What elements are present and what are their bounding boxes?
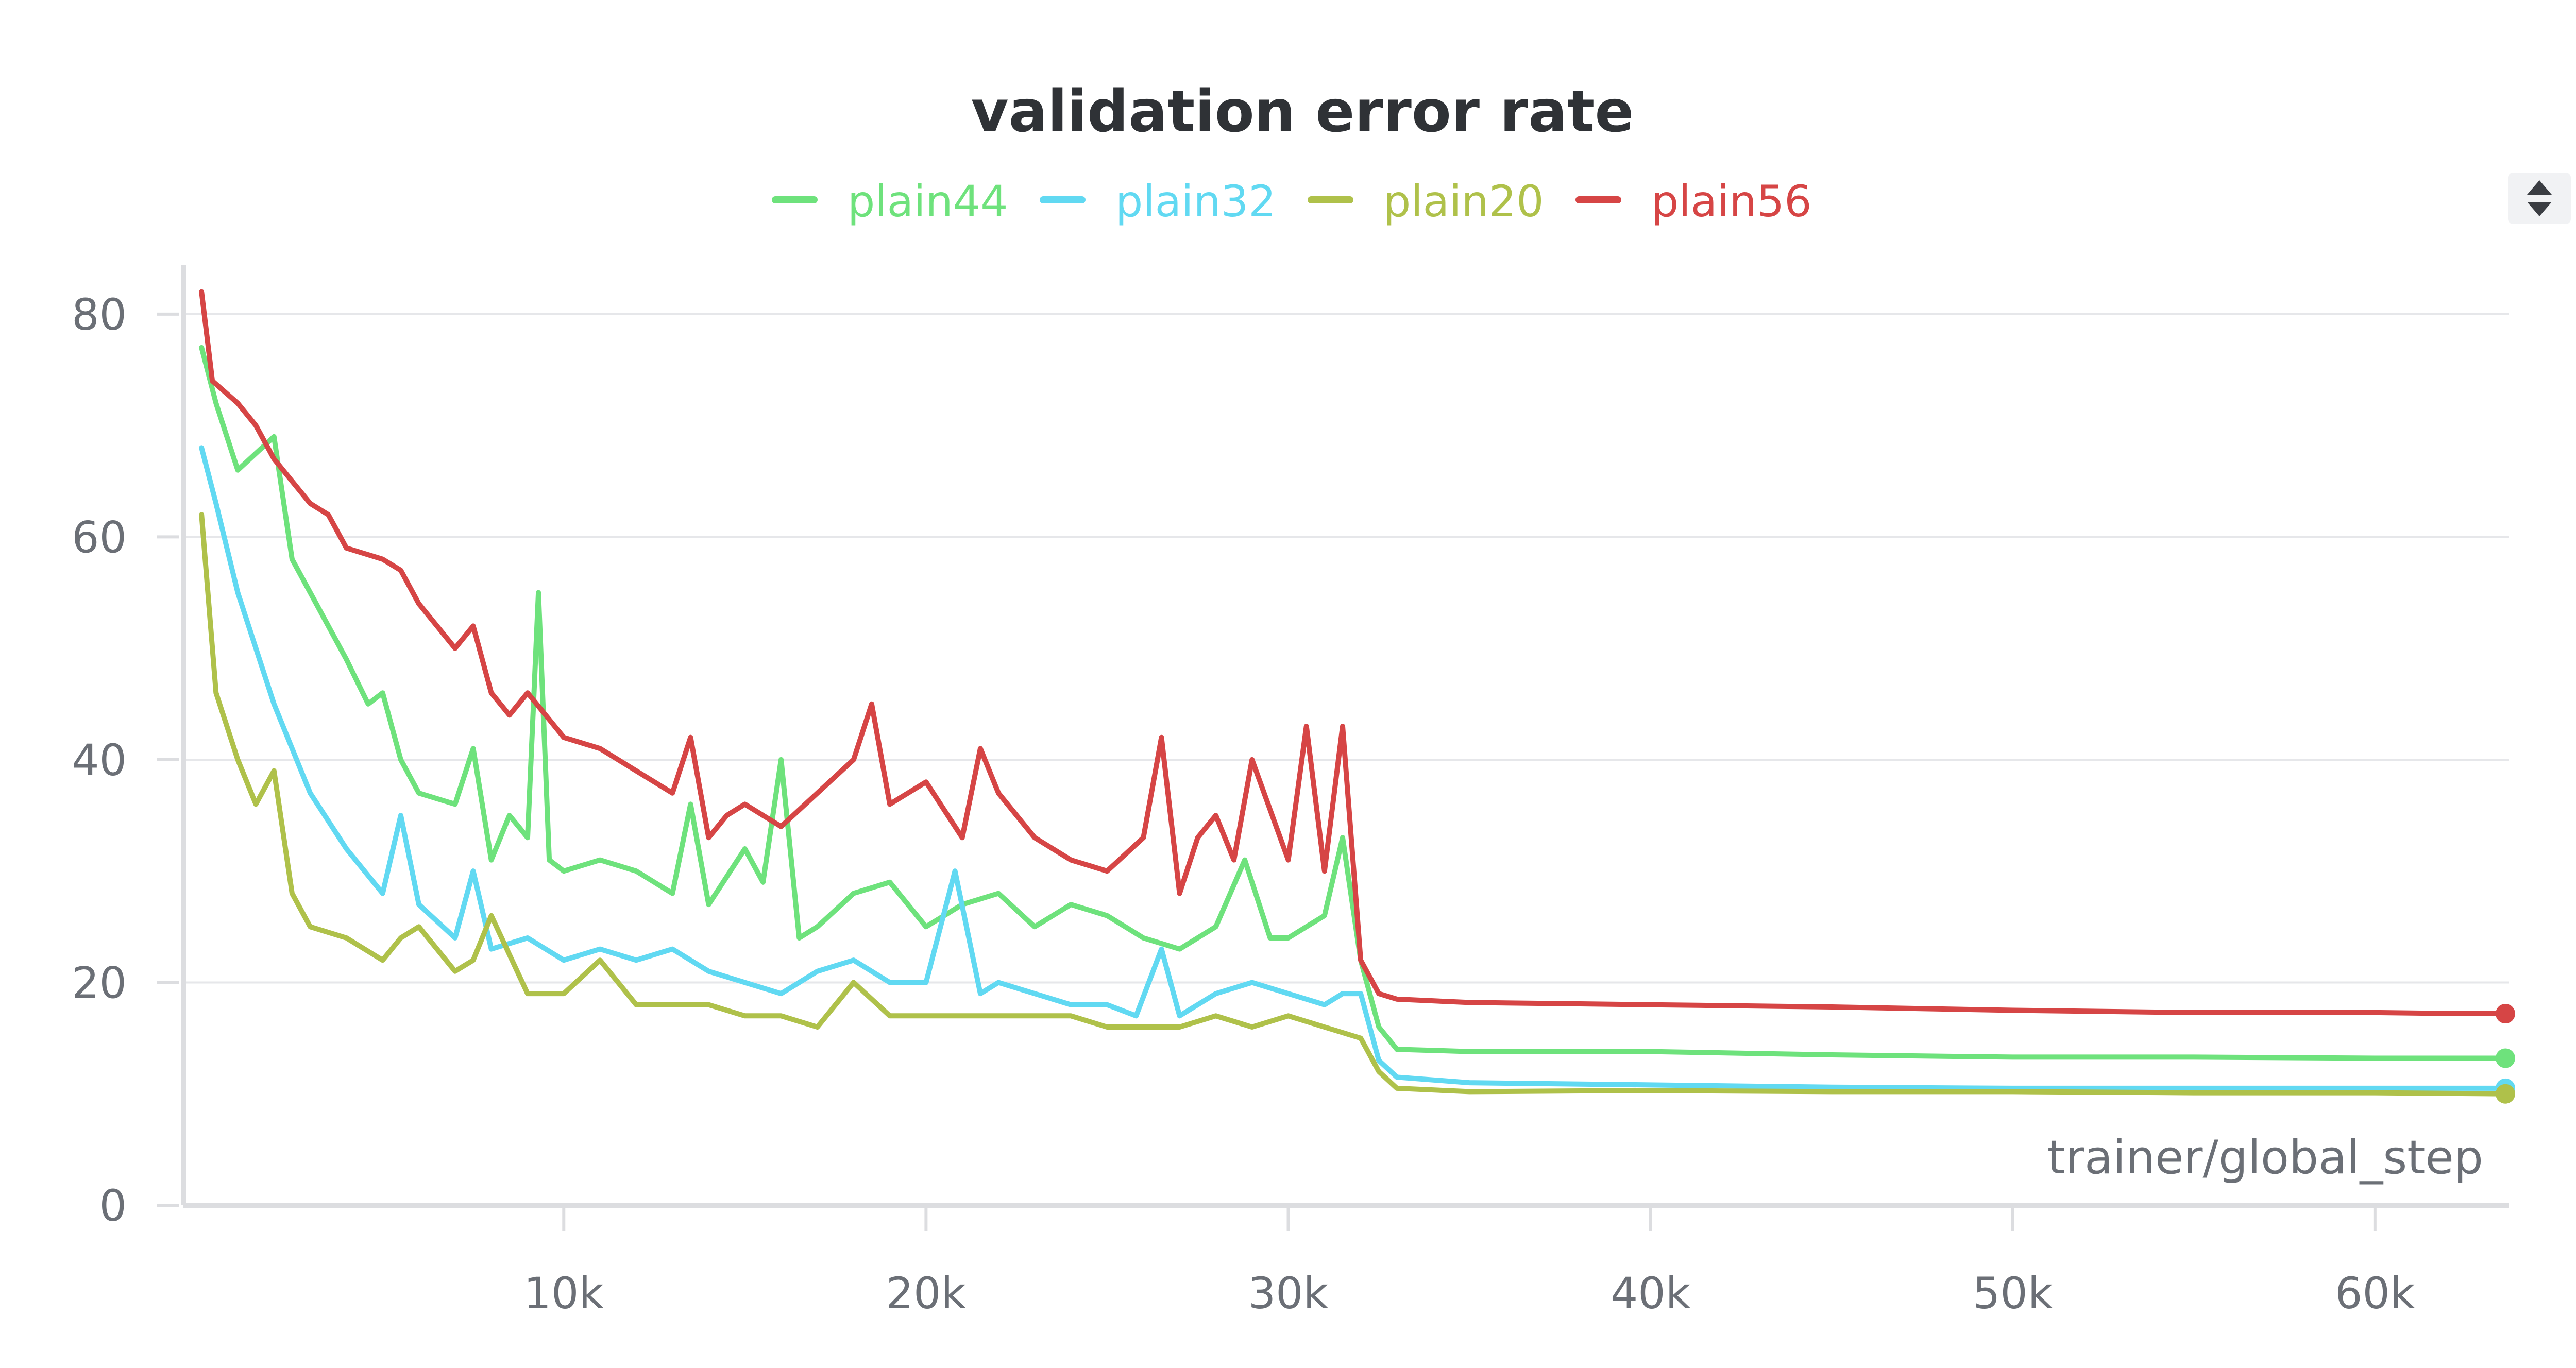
y-tick-label: 0	[99, 1181, 127, 1231]
series-line-plain32	[199, 445, 2508, 1091]
sort-control-button[interactable]	[2508, 173, 2571, 224]
legend-label-plain44: plain44	[848, 176, 1008, 227]
legend-label-plain56: plain56	[1651, 176, 1812, 227]
x-axis-label: trainer/global_step	[2047, 1131, 2483, 1185]
legend-label-plain32: plain32	[1115, 176, 1276, 227]
y-tick-label: 60	[72, 512, 127, 562]
series-endpoint-plain56	[2495, 1004, 2515, 1024]
x-tick-label: 50k	[1973, 1268, 2053, 1319]
legend-label-plain20: plain20	[1383, 176, 1544, 227]
series-endpoint-plain44	[2495, 1048, 2515, 1068]
y-tick-label: 40	[72, 735, 127, 785]
x-tick-label: 40k	[1611, 1268, 1691, 1319]
sort-up-icon	[2527, 180, 2552, 195]
series-line-plain56	[199, 289, 2508, 1016]
chart-title: validation error rate	[971, 78, 1634, 145]
x-tick-label: 60k	[2335, 1268, 2415, 1319]
series-line-plain20	[199, 512, 2508, 1097]
series-endpoint-plain20	[2495, 1084, 2515, 1104]
x-tick-label: 20k	[886, 1268, 967, 1319]
sort-down-icon	[2527, 202, 2552, 216]
y-tick-label: 20	[72, 957, 127, 1008]
x-tick-label: 30k	[1248, 1268, 1329, 1319]
y-tick-label: 80	[72, 289, 127, 340]
x-tick-label: 10k	[524, 1268, 604, 1319]
